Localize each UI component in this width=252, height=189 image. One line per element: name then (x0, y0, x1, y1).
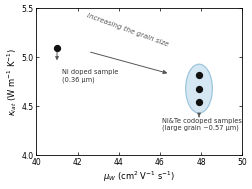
Text: Increasing the grain size: Increasing the grain size (86, 12, 170, 47)
Point (197, 87, 201, 90)
Ellipse shape (186, 64, 212, 113)
Text: Ni doped sample
(0.36 μm): Ni doped sample (0.36 μm) (62, 69, 118, 83)
Y-axis label: $\kappa_{lat}$ (W m$^{-1}$ K$^{-1}$): $\kappa_{lat}$ (W m$^{-1}$ K$^{-1}$) (5, 48, 19, 116)
X-axis label: $\mu_W$ (cm$^2$ V$^{-1}$ s$^{-1}$): $\mu_W$ (cm$^2$ V$^{-1}$ s$^{-1}$) (103, 170, 175, 184)
Point (197, 73, 201, 76)
Text: Ni&Te codoped samples
(large grain ~0.57 μm): Ni&Te codoped samples (large grain ~0.57… (162, 118, 242, 132)
Point (55, 46, 59, 49)
Point (197, 101, 201, 104)
